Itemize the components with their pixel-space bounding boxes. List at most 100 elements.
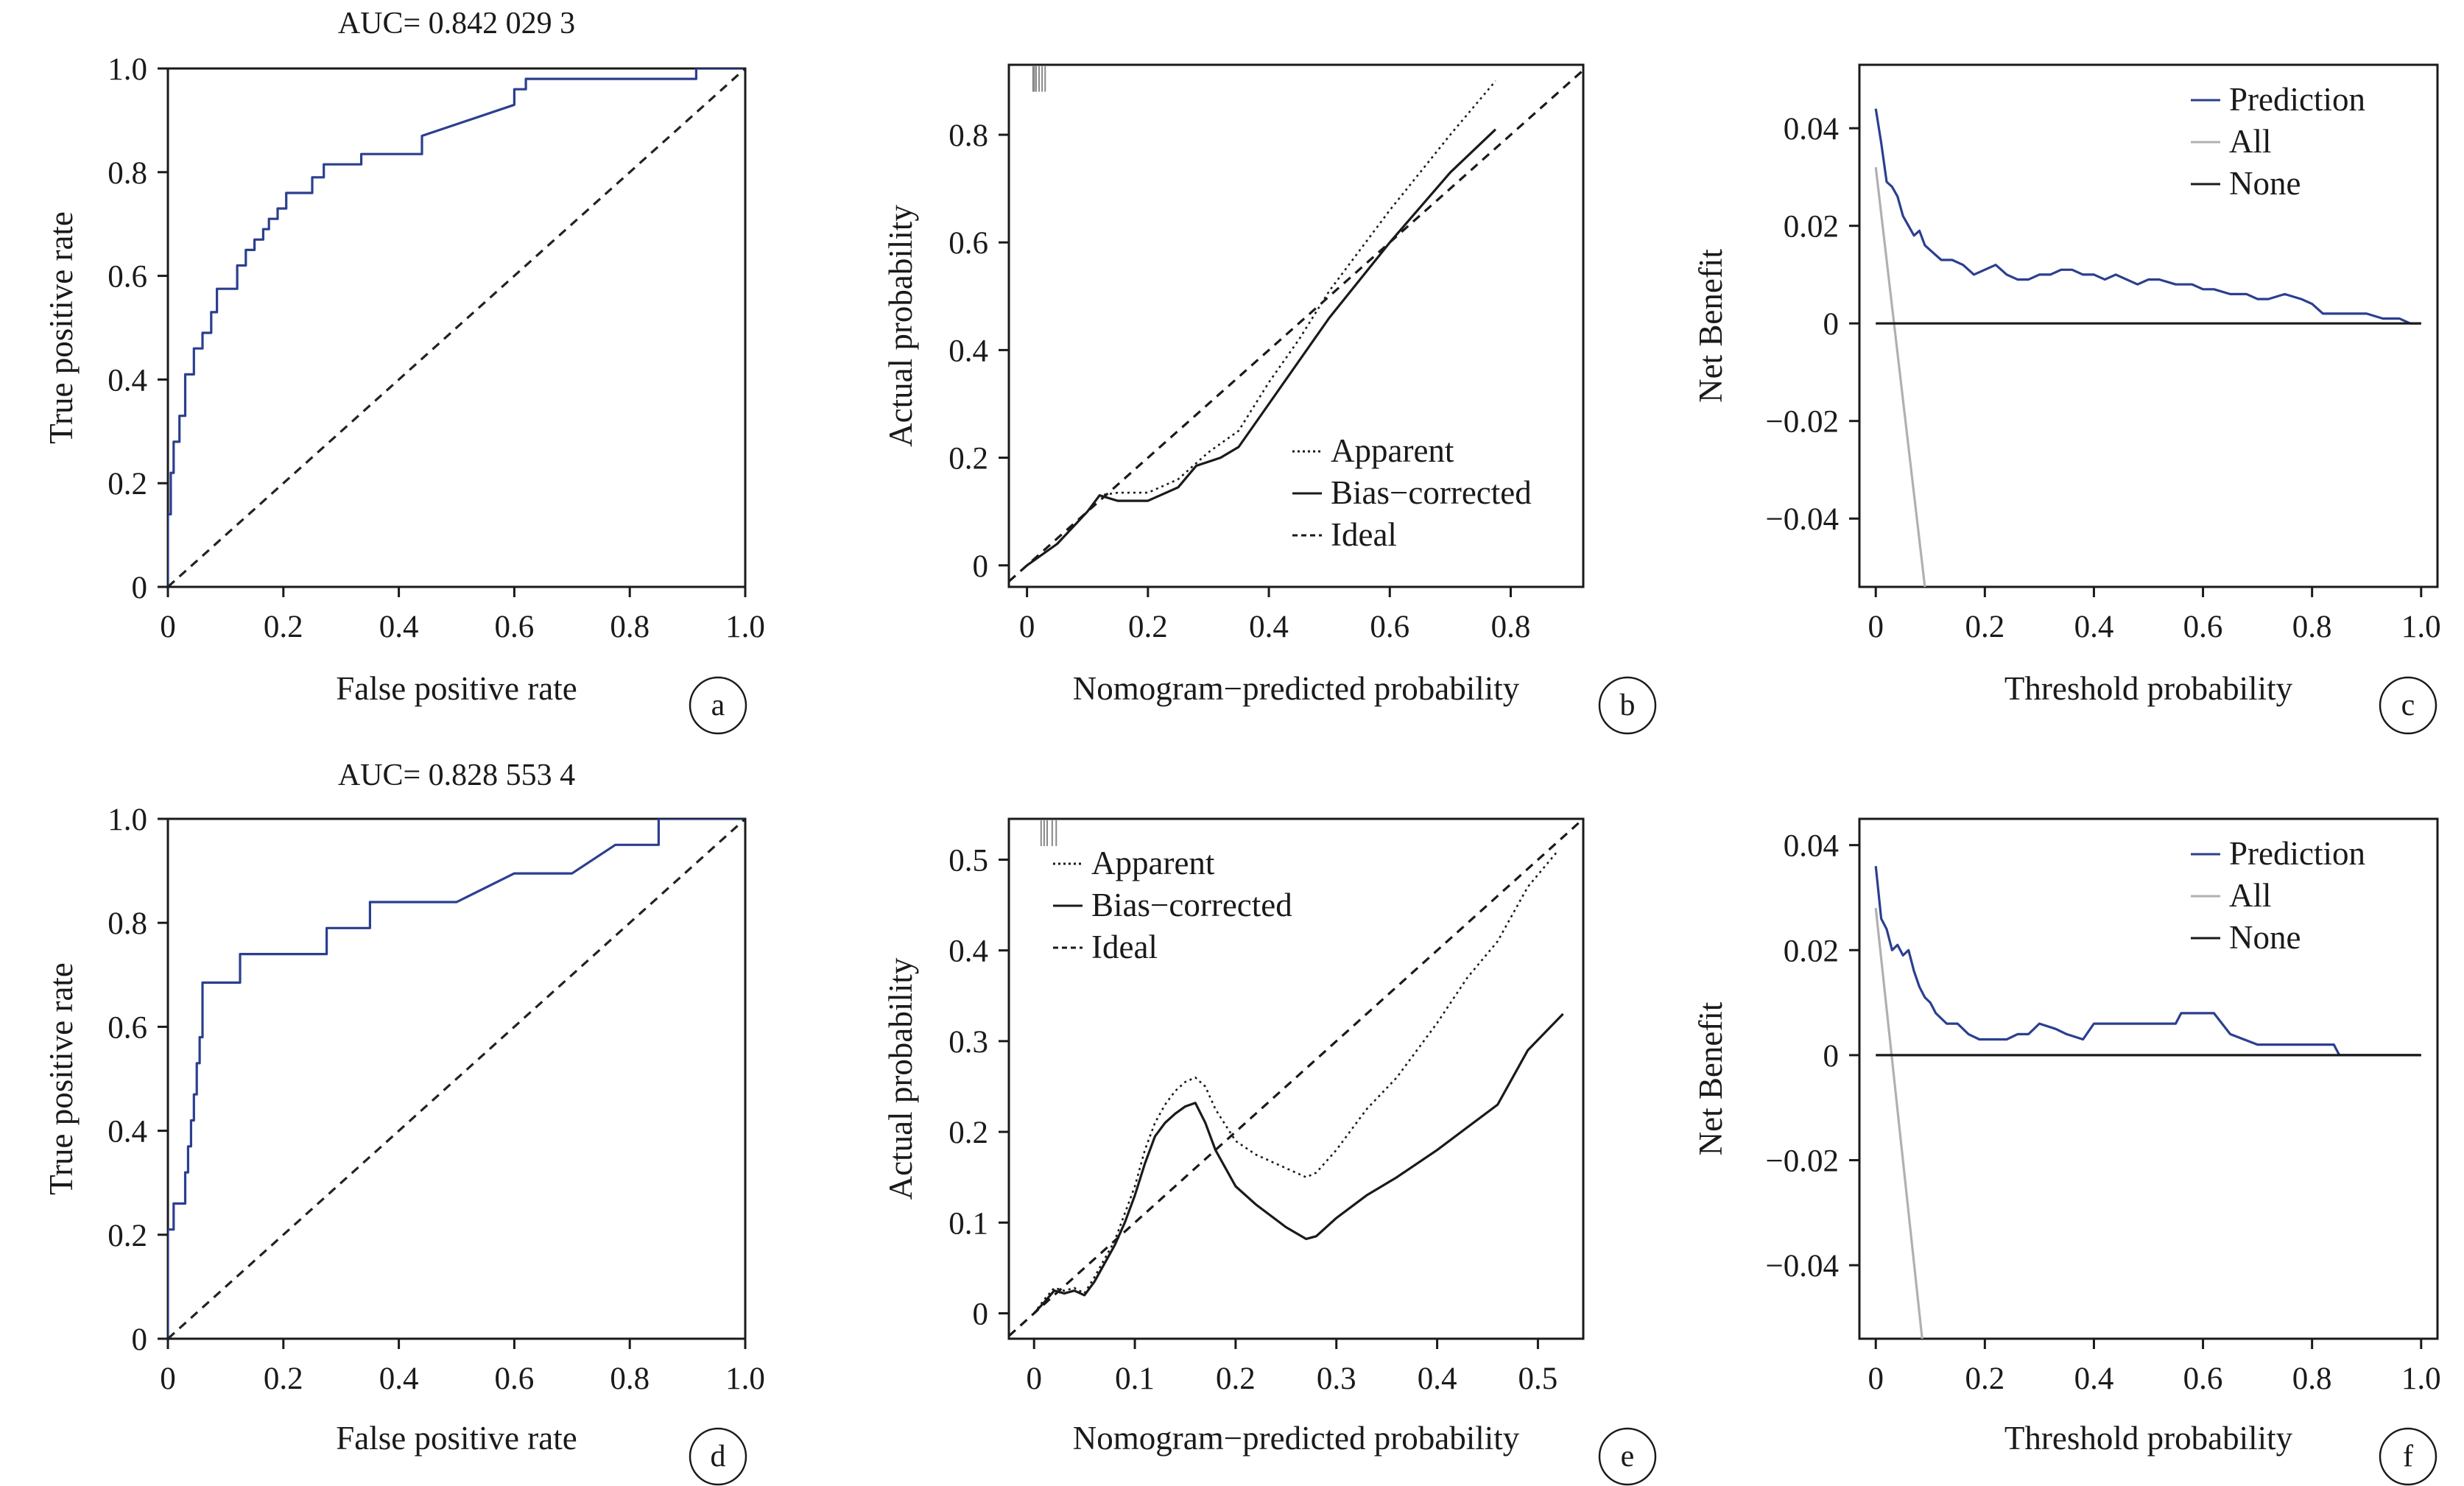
series-line-bias-corrected bbox=[1033, 1013, 1564, 1314]
series-line-apparent bbox=[1026, 80, 1496, 566]
x-axis-title: False positive rate bbox=[336, 1420, 577, 1457]
plot-frame bbox=[1007, 63, 1585, 588]
series-line-prediction bbox=[1874, 108, 2421, 325]
plot-frame bbox=[1007, 817, 1585, 1340]
x-tick-label: 0.2 bbox=[264, 610, 303, 644]
series-line-diagonal bbox=[168, 819, 745, 1339]
panel-tag-label: c bbox=[2401, 689, 2415, 722]
y-tick-label: 0.4 bbox=[108, 363, 147, 398]
x-tick-label: 0.2 bbox=[1216, 1362, 1256, 1396]
y-tick-label: 0.6 bbox=[108, 1010, 147, 1045]
y-tick-label: 0.2 bbox=[108, 467, 147, 501]
x-tick-label: 0.6 bbox=[2183, 1362, 2223, 1396]
series-line-ideal bbox=[1009, 69, 1583, 582]
x-tick-label: 0 bbox=[1868, 1362, 1884, 1396]
x-tick-label: 0.4 bbox=[2074, 610, 2114, 644]
panel-tag-label: f bbox=[2403, 1440, 2413, 1473]
panel-tag-circle bbox=[2379, 1427, 2437, 1486]
panel-tag-circle bbox=[2379, 676, 2437, 735]
y-tick-label: 0.8 bbox=[108, 156, 147, 191]
x-tick-label: 0.6 bbox=[495, 1362, 535, 1396]
x-tick-label: 0.6 bbox=[1370, 610, 1409, 644]
x-tick-label: 1.0 bbox=[725, 1362, 765, 1396]
plot-area bbox=[168, 68, 745, 587]
legend-label: Prediction bbox=[2229, 81, 2365, 118]
x-tick-label: 0 bbox=[1868, 610, 1884, 644]
y-tick-label: 0.4 bbox=[108, 1115, 147, 1149]
y-axis-title: Actual probability bbox=[882, 957, 919, 1200]
plot-area bbox=[168, 819, 745, 1339]
y-tick-label: 0.4 bbox=[948, 334, 988, 368]
y-tick-label: 0.2 bbox=[948, 1116, 988, 1150]
y-axis-title: True positive rate bbox=[43, 962, 80, 1195]
y-tick-label: 0 bbox=[132, 1323, 148, 1357]
x-tick-label: 0 bbox=[1019, 610, 1035, 644]
legend-label: Ideal bbox=[1331, 516, 1397, 553]
x-tick-label: 0 bbox=[160, 1362, 176, 1396]
plot-frame bbox=[166, 817, 747, 1340]
x-tick-label: 0.8 bbox=[2292, 610, 2332, 644]
legend-label: All bbox=[2229, 877, 2272, 914]
x-tick-label: 1.0 bbox=[2401, 610, 2441, 644]
panel-tag-label: e bbox=[1621, 1440, 1635, 1473]
y-tick-label: −0.04 bbox=[1765, 502, 1839, 537]
x-tick-label: 0.2 bbox=[1128, 610, 1168, 644]
series-line-ideal bbox=[1009, 819, 1583, 1337]
x-tick-label: 0.4 bbox=[1249, 610, 1289, 644]
series-line-all bbox=[1874, 166, 1926, 587]
panel-tag-label: b bbox=[1620, 689, 1636, 722]
y-tick-label: 0.2 bbox=[948, 442, 988, 476]
legend-label: None bbox=[2229, 919, 2301, 956]
panel-e: 0 0.1 0.2 0.3 0.4 0.5 0 0.1 0.2 0.3 0.4 0.5 Nomogram… bbox=[882, 817, 1657, 1486]
y-tick-label: 0.3 bbox=[948, 1025, 988, 1060]
x-tick-label: 0.4 bbox=[379, 610, 419, 644]
y-tick-label: −0.02 bbox=[1765, 1144, 1839, 1179]
series-line-prediction bbox=[1874, 866, 2421, 1057]
panel-tag-circle bbox=[689, 676, 747, 735]
plot-frame bbox=[166, 67, 747, 588]
series-line-bias-corrected bbox=[1026, 128, 1497, 567]
x-axis-title: Threshold probability bbox=[2004, 1420, 2293, 1457]
x-tick-label: 0 bbox=[160, 610, 176, 644]
y-tick-label: −0.04 bbox=[1765, 1249, 1839, 1283]
y-tick-label: 0.5 bbox=[948, 843, 988, 878]
chart-title: AUC= 0.842 029 3 bbox=[338, 7, 575, 41]
x-tick-label: 0.8 bbox=[610, 610, 650, 644]
series-line-roc bbox=[168, 68, 745, 587]
y-tick-label: 0 bbox=[973, 1297, 989, 1332]
x-axis-title: Nomogram−predicted probability bbox=[1073, 670, 1520, 707]
panel-tag-circle bbox=[1598, 676, 1657, 735]
legend-label: None bbox=[2229, 165, 2301, 202]
plot-frame bbox=[1858, 63, 2439, 588]
x-tick-label: 0.3 bbox=[1317, 1362, 1356, 1396]
x-axis-title: False positive rate bbox=[336, 670, 577, 707]
plot-area bbox=[1874, 866, 2421, 1339]
x-tick-label: 1.0 bbox=[2401, 1362, 2441, 1396]
series-line-apparent bbox=[1033, 850, 1559, 1314]
y-tick-label: 0 bbox=[132, 571, 148, 605]
x-tick-label: 0 bbox=[1026, 1362, 1042, 1396]
y-tick-label: 0.6 bbox=[948, 226, 988, 261]
y-tick-label: 0.6 bbox=[108, 260, 147, 295]
x-tick-label: 0.1 bbox=[1115, 1362, 1155, 1396]
y-tick-label: 0.2 bbox=[108, 1219, 147, 1253]
panel-tag-label: a bbox=[711, 689, 725, 722]
x-tick-label: 0.8 bbox=[1491, 610, 1531, 644]
legend-label: Apparent bbox=[1331, 432, 1454, 469]
panel-b: 0 0.2 0.4 0.6 0.8 0 0.2 0.4 0.6 0.8 Nomogram−predi… bbox=[882, 63, 1657, 735]
x-tick-label: 0.6 bbox=[2183, 610, 2223, 644]
series-line-diagonal bbox=[168, 68, 745, 587]
panel-d: 0 0.2 0.4 0.6 0.8 1.0 0 0.2 0.4 0.6 0.8 1.0 False po… bbox=[43, 758, 765, 1486]
legend-label: Bias−corrected bbox=[1091, 887, 1292, 923]
y-tick-label: 0.8 bbox=[948, 119, 988, 153]
x-tick-label: 0.8 bbox=[610, 1362, 650, 1396]
x-axis-title: Threshold probability bbox=[2004, 670, 2293, 707]
x-tick-label: 0.4 bbox=[2074, 1362, 2114, 1396]
y-tick-label: 0.4 bbox=[948, 934, 988, 969]
y-axis-title: Net Benefit bbox=[1692, 249, 1729, 403]
y-tick-label: −0.02 bbox=[1765, 405, 1839, 440]
y-tick-label: 0.8 bbox=[108, 906, 147, 941]
x-tick-label: 0.6 bbox=[495, 610, 535, 644]
plot-area bbox=[1009, 819, 1583, 1337]
